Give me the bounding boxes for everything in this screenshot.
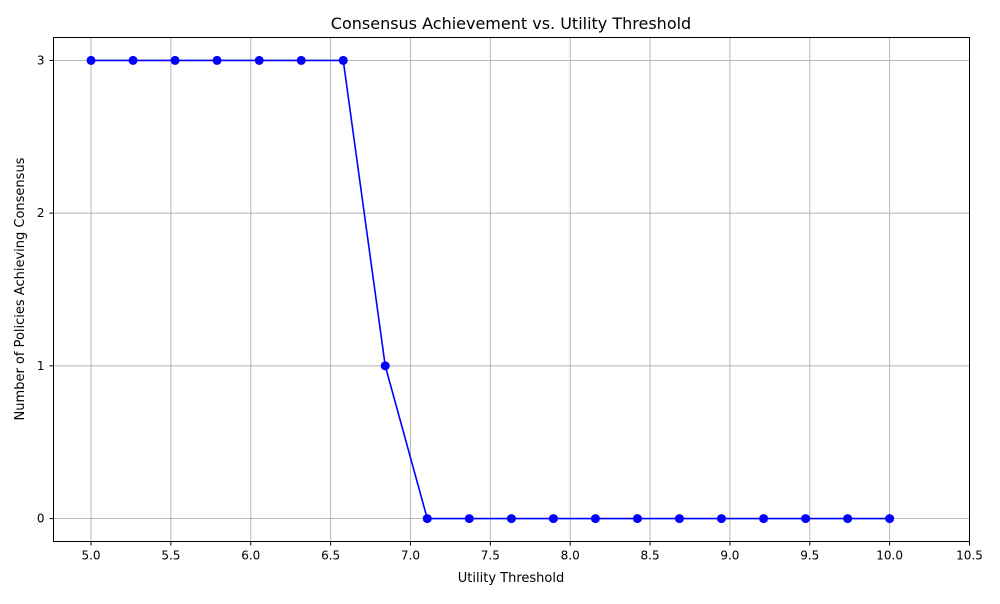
data-point [801,514,811,524]
x-tick-label: 10.0 [876,549,903,563]
data-point [590,514,600,524]
plot-frame [53,37,970,542]
data-point [422,514,432,524]
x-axis-ticks: 5.0 5.5 6.0 6.5 7.0 7.5 8.0 8.5 9.0 9.5 10.0 10.5 [81,541,983,563]
data-point [759,514,769,524]
x-tick-label: 6.0 [241,549,260,563]
data-point [885,514,895,524]
series-layer [86,55,895,524]
data-point [254,55,264,65]
x-tick-label: 6.5 [321,549,340,563]
x-tick-label: 10.5 [956,549,983,563]
data-point [338,55,348,65]
x-tick-label: 9.5 [800,549,819,563]
series-line [91,59,890,520]
x-tick-label: 8.5 [641,549,660,563]
y-tick-label: 3 [37,53,45,67]
y-axis-label: Number of Policies Achieving Consensus [13,157,28,420]
data-point [86,55,96,65]
y-tick-label: 2 [37,206,45,220]
x-tick-label: 5.0 [81,549,100,563]
x-tick-label: 5.5 [161,549,180,563]
x-tick-label: 9.0 [720,549,739,563]
data-point [843,514,853,524]
x-tick-label: 8.0 [561,549,580,563]
data-point [464,514,474,524]
data-point [212,55,222,65]
data-point [548,514,558,524]
data-point [506,514,516,524]
data-point [380,361,390,371]
x-axis-label: Utility Threshold [458,571,564,586]
data-point [716,514,726,524]
chart-title: Consensus Achievement vs. Utility Thresh… [331,14,691,33]
data-point [128,55,138,65]
y-axis-ticks: 0 1 2 3 [37,53,54,526]
data-point [632,514,642,524]
y-tick-label: 1 [37,359,45,373]
y-tick-label: 0 [37,512,45,526]
x-tick-label: 7.5 [481,549,500,563]
data-point [296,55,306,65]
data-point [674,514,684,524]
data-point [170,55,180,65]
x-tick-label: 7.0 [401,549,420,563]
